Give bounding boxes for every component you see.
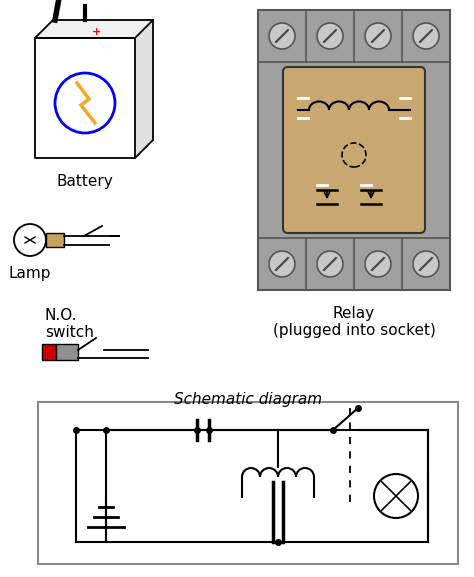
Circle shape [269, 23, 295, 49]
Circle shape [269, 251, 295, 277]
Circle shape [365, 251, 391, 277]
Text: Relay
(plugged into socket): Relay (plugged into socket) [273, 306, 436, 338]
Polygon shape [35, 38, 135, 158]
FancyBboxPatch shape [283, 67, 425, 233]
Bar [42, 344, 56, 360]
Text: Battery: Battery [56, 174, 113, 189]
Text: Lamp: Lamp [8, 266, 51, 281]
Circle shape [14, 224, 46, 256]
Circle shape [413, 23, 439, 49]
Text: N.O.
switch: N.O. switch [45, 308, 94, 340]
Circle shape [374, 474, 418, 518]
Bar [38, 402, 458, 564]
Polygon shape [35, 20, 153, 38]
Text: +: + [92, 27, 101, 37]
Bar [56, 344, 78, 360]
Circle shape [413, 251, 439, 277]
Polygon shape [135, 20, 153, 158]
Circle shape [317, 23, 343, 49]
Bar [258, 10, 450, 290]
Circle shape [317, 251, 343, 277]
Bar [46, 233, 64, 247]
Circle shape [365, 23, 391, 49]
Text: Schematic diagram: Schematic diagram [174, 392, 322, 407]
